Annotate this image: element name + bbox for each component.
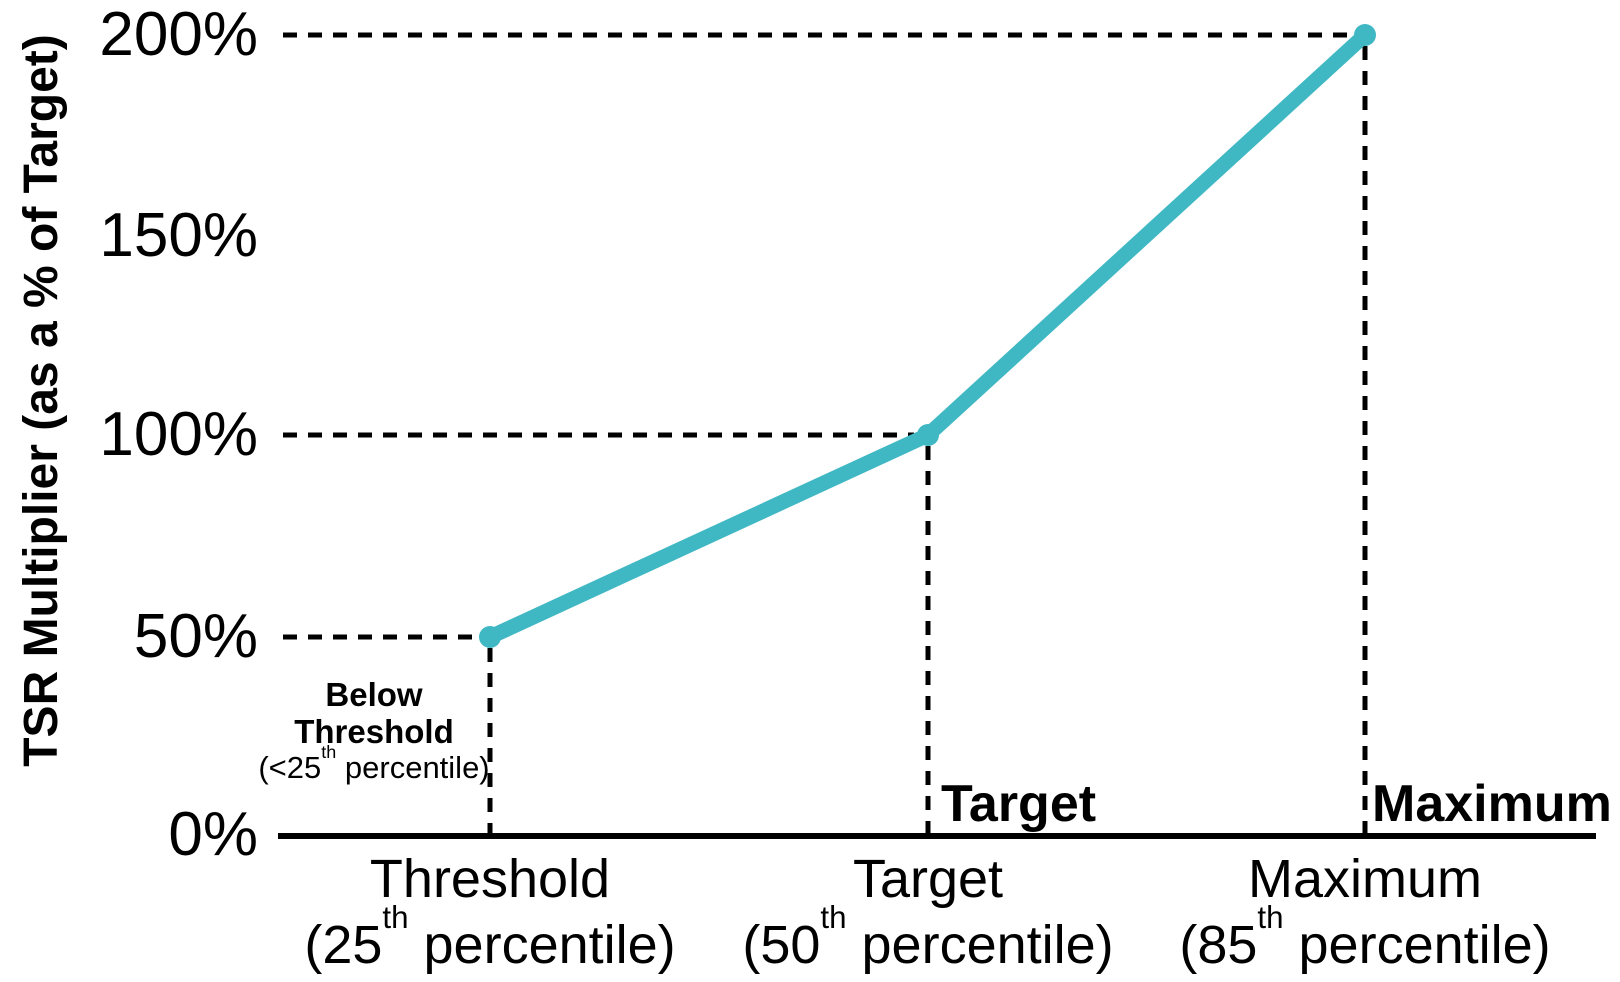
y-tick-50: 50%: [133, 602, 258, 671]
maximum-marker-label: Maximum: [1372, 775, 1612, 833]
x-label-threshold-name: Threshold: [369, 849, 611, 909]
y-tick-200: 200%: [99, 0, 258, 69]
x-label-threshold: Threshold (25th percentile): [304, 846, 675, 978]
x-label-target-percentile: (50th percentile): [742, 902, 1114, 978]
x-label-maximum-percentile: (85th percentile): [1179, 902, 1551, 978]
y-axis-title-container: TSR Multiplier (as a % of Target): [2, 0, 80, 800]
x-label-target-name: Target: [852, 849, 1004, 909]
x-label-target-paren-prefix: (50: [742, 915, 821, 975]
y-tick-0: 0%: [168, 800, 258, 869]
y-axis-title: TSR Multiplier (as a % of Target): [14, 33, 68, 767]
x-label-maximum: Maximum (85th percentile): [1179, 846, 1550, 978]
threshold-point: [479, 626, 501, 648]
x-label-target-sup: th: [820, 900, 847, 936]
below-threshold-percentile: (<25th percentile): [258, 743, 490, 786]
below-threshold-annotation: Below Threshold (<25th percentile): [258, 676, 489, 786]
y-tick-150: 150%: [99, 201, 258, 270]
below-threshold-paren-prefix: (<25: [258, 750, 322, 785]
x-label-threshold-paren-suffix: percentile): [408, 915, 676, 975]
x-label-maximum-paren-suffix: percentile): [1283, 915, 1551, 975]
x-label-target: Target (50th percentile): [742, 846, 1113, 978]
below-threshold-paren-suffix: percentile): [336, 750, 490, 785]
target-point: [917, 424, 939, 446]
x-label-target-paren-suffix: percentile): [846, 915, 1114, 975]
x-label-threshold-percentile: (25th percentile): [304, 902, 676, 978]
y-tick-100: 100%: [99, 400, 258, 469]
x-label-threshold-sup: th: [382, 900, 409, 936]
below-threshold-line1: Below: [325, 676, 423, 713]
below-threshold-line2: Threshold: [294, 713, 454, 750]
maximum-point: [1354, 24, 1376, 46]
target-marker-label: Target: [941, 775, 1097, 833]
x-label-maximum-paren-prefix: (85: [1179, 915, 1258, 975]
x-label-maximum-name: Maximum: [1247, 849, 1482, 909]
below-threshold-sup: th: [321, 741, 337, 762]
x-label-threshold-paren-prefix: (25: [304, 915, 383, 975]
x-label-maximum-sup: th: [1257, 900, 1284, 936]
